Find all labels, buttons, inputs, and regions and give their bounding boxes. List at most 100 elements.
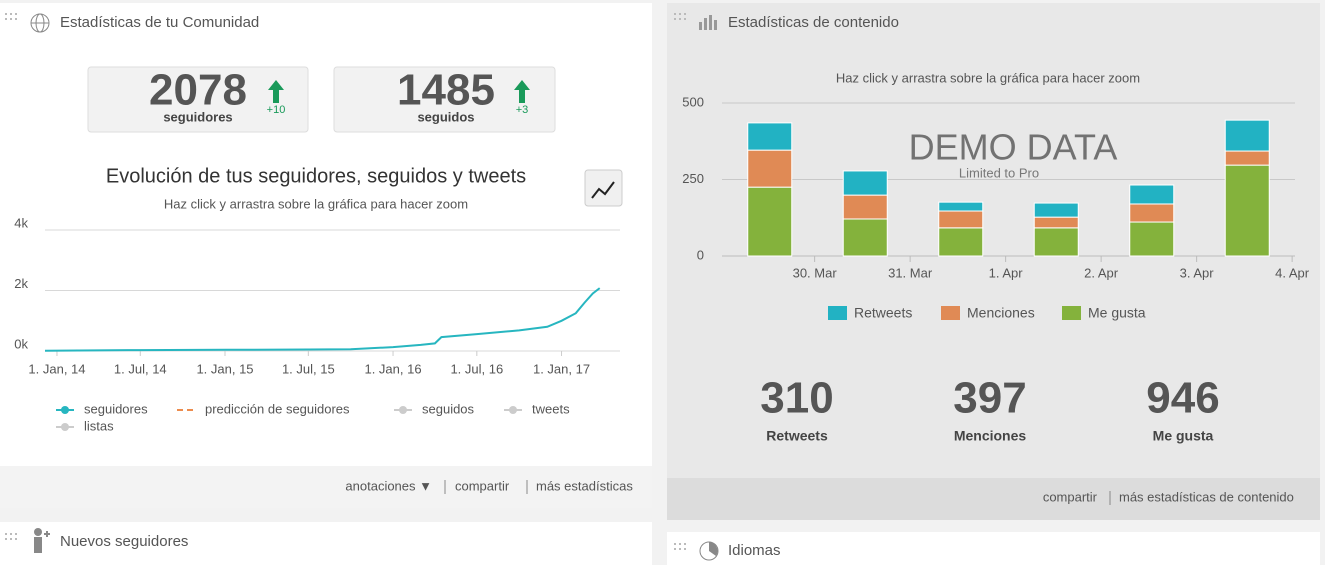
x-tick-label: 1. Jul, 14 — [114, 361, 167, 376]
panel-title: Nuevos seguidores — [60, 533, 188, 550]
chart-subtitle: Haz click y arrastra sobre la gráfica pa… — [164, 196, 468, 211]
pie-icon — [699, 541, 719, 561]
legend-marker — [61, 423, 69, 431]
panel-title: Idiomas — [728, 542, 781, 559]
bar-segment — [747, 122, 793, 151]
y-tick-label: 0 — [697, 247, 704, 262]
line — [44, 287, 601, 352]
bar-segment — [1224, 119, 1270, 152]
stat-value: 2078 — [149, 66, 247, 115]
stat-label: seguidos — [417, 109, 474, 124]
legend-label: Menciones — [967, 305, 1035, 321]
panel — [667, 3, 1320, 520]
footer-link[interactable]: compartir — [455, 478, 510, 493]
legend-label: listas — [84, 418, 114, 433]
legend-label: seguidos — [422, 401, 475, 416]
x-tick-label: 2. Apr — [1084, 265, 1119, 280]
total-label: Retweets — [766, 428, 828, 444]
bar-segment — [938, 227, 984, 257]
globe-icon — [30, 13, 50, 33]
stat-box — [333, 66, 556, 133]
chart-subtitle: Haz click y arrastra sobre la gráfica pa… — [836, 70, 1140, 85]
total-value: 310 — [760, 374, 833, 423]
bar-segment — [938, 201, 984, 212]
footer-link[interactable]: más estadísticas de contenido — [1119, 489, 1294, 504]
legend-label: Retweets — [854, 305, 912, 321]
bar-segment — [1033, 216, 1079, 229]
bar-segment — [1129, 221, 1175, 257]
bars-icon — [699, 15, 717, 30]
bar-segment — [1224, 150, 1270, 166]
total-label: Menciones — [954, 428, 1027, 444]
bar-segment — [747, 149, 793, 188]
legend-swatch — [941, 306, 960, 320]
bar-segment — [938, 210, 984, 229]
legend-label: Me gusta — [1088, 305, 1146, 321]
panel — [0, 522, 652, 565]
zoom-button[interactable] — [584, 169, 623, 207]
y-tick-label: 500 — [682, 94, 704, 109]
stat-box — [87, 66, 309, 133]
grip — [674, 543, 686, 550]
x-tick-label: 1. Jan, 16 — [364, 361, 421, 376]
bar-segment — [842, 218, 888, 257]
chart-title: Evolución de tus seguidores, seguidos y … — [106, 165, 526, 187]
panel — [667, 532, 1320, 565]
footer-link[interactable]: anotaciones ▼ — [345, 478, 432, 493]
legend-marker — [61, 406, 69, 414]
stat-change: +3 — [516, 104, 529, 116]
stat-label: seguidores — [163, 109, 232, 124]
bar-segment — [842, 170, 888, 196]
legend-marker — [509, 406, 517, 414]
x-tick-label: 1. Jan, 15 — [196, 361, 253, 376]
panel-title: Estadísticas de tu Comunidad — [60, 14, 259, 31]
panel-footer — [0, 466, 652, 508]
zoom-icon — [591, 181, 615, 199]
total-value: 397 — [953, 374, 1026, 423]
x-tick-label: 1. Jan, 14 — [28, 361, 85, 376]
x-tick-label: 3. Apr — [1180, 265, 1215, 280]
y-tick-label: 4k — [14, 215, 28, 230]
footer-link[interactable]: compartir — [1043, 489, 1098, 504]
legend-marker — [399, 406, 407, 414]
up-arrow — [268, 80, 284, 103]
grip — [5, 13, 17, 20]
total-label: Me gusta — [1153, 428, 1214, 444]
bar-segment — [1224, 164, 1270, 257]
x-tick-label: 1. Jan, 17 — [533, 361, 590, 376]
bar-segment — [1033, 227, 1079, 257]
x-tick-label: 4. Apr — [1275, 265, 1310, 280]
legend-label: seguidores — [84, 401, 148, 416]
watermark: DEMO DATA — [909, 127, 1118, 168]
grip — [674, 13, 686, 20]
stat-value: 1485 — [397, 66, 495, 115]
legend-swatch — [828, 306, 847, 320]
x-tick-label: 30. Mar — [793, 265, 838, 280]
legend-label: tweets — [532, 401, 570, 416]
bar-segment — [842, 194, 888, 220]
up-arrow — [514, 80, 530, 103]
y-tick-label: 2k — [14, 276, 28, 291]
panel-title: Estadísticas de contenido — [728, 14, 899, 31]
bar-segment — [747, 186, 793, 257]
bar-segment — [1129, 203, 1175, 223]
panel-footer — [667, 478, 1320, 520]
x-tick-label: 1. Jul, 15 — [282, 361, 335, 376]
watermark-note: Limited to Pro — [959, 165, 1039, 180]
x-tick-label: 31. Mar — [888, 265, 933, 280]
legend-label: predicción de seguidores — [205, 401, 350, 416]
total-value: 946 — [1146, 374, 1219, 423]
grip — [5, 533, 17, 540]
stat-change: +10 — [267, 104, 286, 116]
footer-link[interactable]: más estadísticas — [536, 478, 633, 493]
bar-segment — [1129, 184, 1175, 205]
legend-swatch — [1062, 306, 1081, 320]
person-icon — [34, 528, 50, 553]
y-tick-label: 250 — [682, 171, 704, 186]
x-tick-label: 1. Jul, 16 — [450, 361, 503, 376]
bar-segment — [1033, 202, 1079, 218]
y-tick-label: 0k — [14, 336, 28, 351]
x-tick-label: 1. Apr — [989, 265, 1024, 280]
